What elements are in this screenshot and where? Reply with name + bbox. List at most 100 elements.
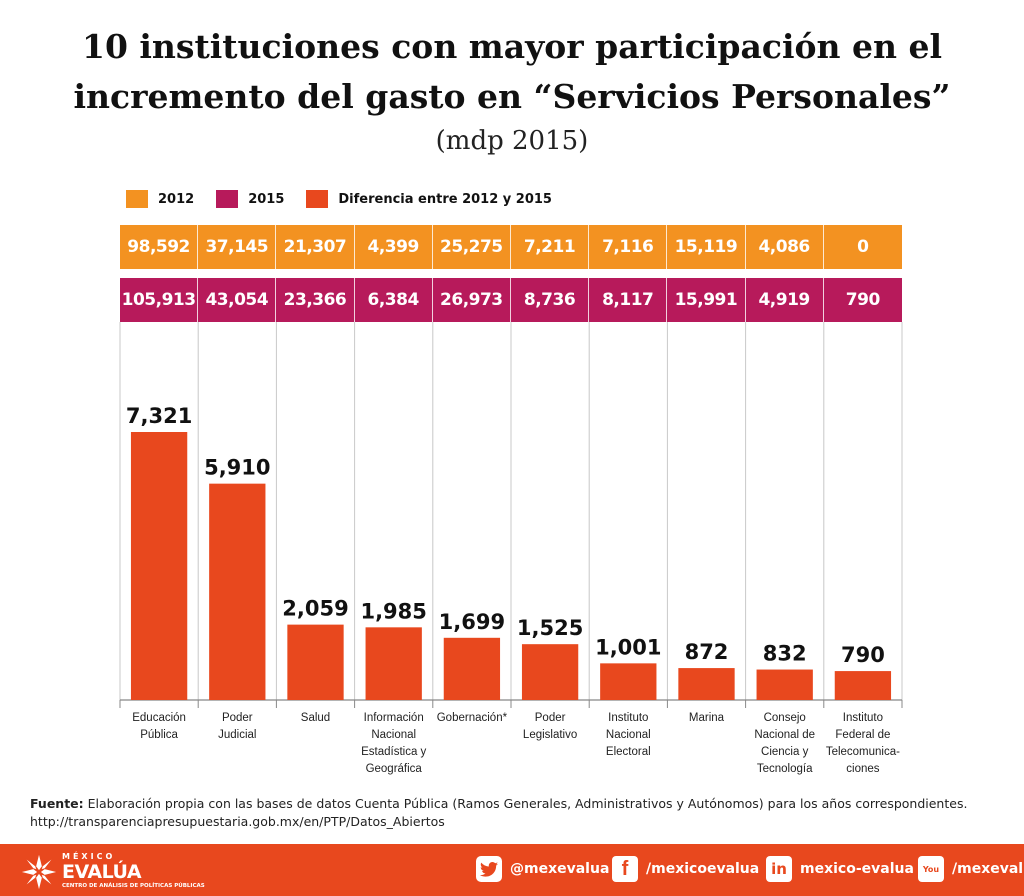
social-twitter[interactable]: @mexevalua bbox=[476, 856, 609, 882]
data-label: 7,321 bbox=[126, 404, 192, 428]
youtube-icon: You bbox=[918, 856, 944, 882]
value-2012: 21,307 bbox=[276, 225, 355, 269]
values-2015-band: 105,913 43,054 23,366 6,384 26,973 8,736 8,117… bbox=[120, 278, 902, 322]
category-label: Marina bbox=[689, 712, 725, 724]
category-label: Nacional bbox=[371, 729, 416, 741]
twitter-handle: @mexevalua bbox=[510, 861, 610, 877]
linkedin-icon: in bbox=[766, 856, 792, 882]
social-facebook[interactable]: f /mexicoevalua bbox=[612, 856, 759, 882]
bar bbox=[443, 637, 501, 700]
value-2015: 26,973 bbox=[433, 278, 511, 322]
value-2012: 7,116 bbox=[589, 225, 668, 269]
bar bbox=[834, 671, 892, 700]
facebook-glyph: f bbox=[621, 857, 629, 880]
data-label: 1,525 bbox=[517, 616, 583, 640]
data-label: 832 bbox=[763, 642, 807, 666]
data-label: 2,059 bbox=[282, 597, 348, 621]
category-label: Salud bbox=[301, 712, 330, 724]
value-2015: 105,913 bbox=[120, 278, 199, 322]
category-label: Poder bbox=[222, 712, 253, 724]
legend-item-2012: 2012 bbox=[126, 190, 194, 208]
bar bbox=[209, 483, 266, 700]
social-youtube[interactable]: You /mexeval bbox=[918, 856, 1023, 882]
bar bbox=[521, 644, 579, 700]
value-2015: 6,384 bbox=[355, 278, 433, 322]
bar bbox=[678, 668, 735, 700]
data-label: 5,910 bbox=[204, 456, 270, 480]
source-url[interactable]: http://transparenciapresupuestaria.gob.m… bbox=[30, 814, 445, 829]
category-label: Instituto bbox=[608, 712, 648, 724]
value-2015: 15,991 bbox=[667, 278, 746, 322]
linkedin-glyph: in bbox=[771, 860, 787, 878]
category-label: Geográfica bbox=[366, 763, 423, 775]
bar bbox=[600, 663, 657, 700]
legend-item-2015: 2015 bbox=[216, 190, 284, 208]
bar bbox=[287, 624, 344, 700]
category-label: Información bbox=[364, 712, 424, 724]
data-label: 1,001 bbox=[595, 635, 661, 659]
legend-label-2015: 2015 bbox=[248, 191, 285, 207]
value-2012: 4,086 bbox=[746, 225, 824, 269]
footer-bar: MÉXICO EVALÚA CENTRO DE ANÁLISIS DE POLÍ… bbox=[0, 844, 1024, 896]
category-label: ciones bbox=[846, 763, 879, 775]
category-label: Tecnología bbox=[757, 763, 813, 775]
data-label: 1,985 bbox=[360, 599, 426, 623]
category-label: Poder bbox=[535, 712, 566, 724]
twitter-icon bbox=[476, 856, 502, 882]
category-label: Judicial bbox=[218, 729, 256, 741]
value-2012: 7,211 bbox=[511, 225, 590, 269]
bar bbox=[365, 627, 422, 700]
value-2012: 15,119 bbox=[667, 225, 746, 269]
value-2015: 23,366 bbox=[276, 278, 355, 322]
category-label: Federal de bbox=[835, 729, 890, 741]
youtube-glyph: You bbox=[922, 864, 940, 874]
youtube-handle: /mexeval bbox=[952, 861, 1024, 877]
legend: 2012 2015 Diferencia entre 2012 y 2015 bbox=[126, 188, 574, 210]
chart-subtitle: (mdp 2015) bbox=[435, 126, 589, 156]
legend-swatch-2015 bbox=[216, 190, 239, 208]
bar-chart: 7,321 Educación Pública 5,910 Poder Judicial 2… bbox=[119, 322, 903, 775]
value-2012: 25,275 bbox=[433, 225, 511, 269]
source-label: Fuente: bbox=[30, 796, 84, 811]
value-2015: 43,054 bbox=[198, 278, 277, 322]
value-2015: 8,117 bbox=[589, 278, 668, 322]
values-2012-band: 98,592 37,145 21,307 4,399 25,275 7,211 7,116 1… bbox=[120, 225, 902, 269]
value-2012: 98,592 bbox=[120, 225, 199, 269]
category-label: Legislativo bbox=[523, 729, 577, 741]
value-2012: 37,145 bbox=[198, 225, 277, 269]
legend-label-2012: 2012 bbox=[158, 191, 195, 207]
category-label: Nacional de bbox=[754, 729, 815, 741]
title-line-2: incremento del gasto en “Servicios Perso… bbox=[73, 77, 951, 116]
linkedin-handle: mexico-evalua bbox=[800, 861, 914, 877]
facebook-icon: f bbox=[612, 856, 638, 882]
social-linkedin[interactable]: in mexico-evalua bbox=[766, 856, 914, 882]
brand-line-1: MÉXICO bbox=[62, 852, 116, 861]
value-2012: 0 bbox=[857, 237, 869, 257]
category-label: Instituto bbox=[843, 712, 883, 724]
source-note: Fuente: Elaboración propia con las bases… bbox=[30, 795, 967, 831]
data-label: 790 bbox=[841, 643, 885, 667]
category-label: Telecomunica- bbox=[826, 746, 900, 758]
category-label: Educación bbox=[132, 712, 186, 724]
brand-flower-icon bbox=[21, 854, 57, 890]
brand-line-2: EVALÚA bbox=[62, 861, 142, 883]
twitter-bird-glyph bbox=[480, 861, 498, 877]
title-line-1: 10 instituciones con mayor participación… bbox=[81, 27, 942, 66]
value-2015: 790 bbox=[845, 290, 881, 310]
value-2015: 4,919 bbox=[746, 278, 824, 322]
category-label: Gobernación* bbox=[437, 712, 508, 724]
legend-swatch-2012 bbox=[126, 190, 148, 208]
category-label: Nacional bbox=[606, 729, 651, 741]
category-label: Pública bbox=[140, 729, 178, 741]
source-text: Elaboración propia con las bases de dato… bbox=[83, 796, 968, 811]
chart-title: 10 instituciones con mayor participación… bbox=[0, 22, 1024, 122]
legend-label-diferencia: Diferencia entre 2012 y 2015 bbox=[338, 191, 552, 207]
category-label: Consejo bbox=[764, 712, 806, 724]
legend-item-diferencia: Diferencia entre 2012 y 2015 bbox=[306, 190, 552, 208]
data-label: 1,699 bbox=[439, 610, 505, 634]
value-2012: 4,399 bbox=[355, 225, 433, 269]
category-label: Electoral bbox=[606, 746, 651, 758]
brand-line-3: CENTRO DE ANÁLISIS DE POLÍTICAS PÚBLICAS bbox=[62, 883, 205, 889]
data-label: 872 bbox=[685, 640, 729, 664]
bar bbox=[130, 432, 188, 700]
